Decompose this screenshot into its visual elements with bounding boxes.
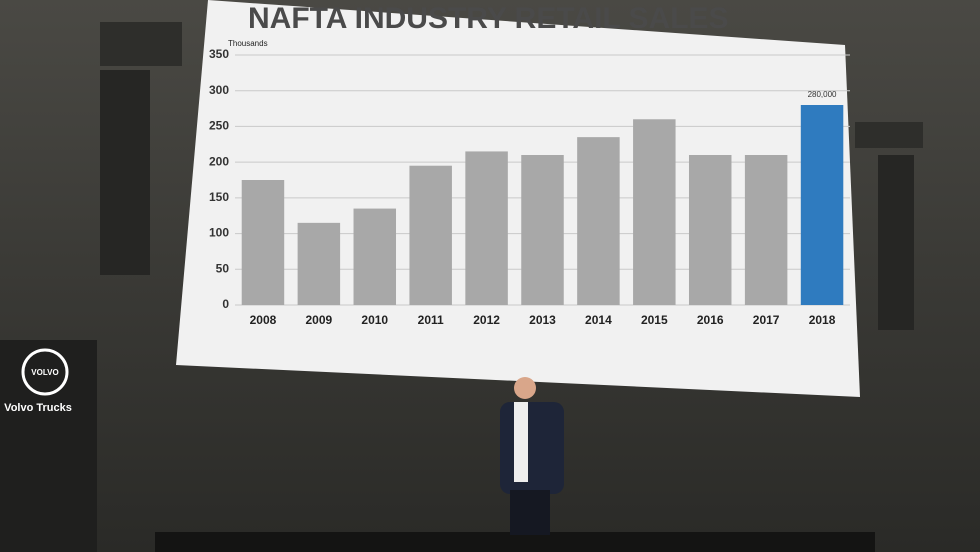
stage-edge — [155, 532, 875, 552]
presenter — [500, 377, 564, 535]
chart: NAFTA INDUSTRY RETAIL SALES Thousands 0 5… — [209, 2, 850, 327]
y-tick-label: 300 — [209, 83, 229, 97]
x-tick-label: 2008 — [250, 313, 277, 327]
bar — [800, 105, 844, 305]
bar — [633, 119, 676, 306]
x-tick-label: 2017 — [753, 313, 780, 327]
bar — [465, 151, 508, 305]
chart-title: NAFTA INDUSTRY RETAIL SALES — [248, 2, 729, 35]
y-axis-label: Thousands — [228, 39, 268, 48]
sign — [0, 340, 97, 552]
logo-text: VOLVO — [31, 368, 58, 377]
x-tick-label: 2009 — [306, 313, 333, 327]
bar — [577, 137, 620, 305]
x-tick-label: 2015 — [641, 313, 668, 327]
y-tick-label: 100 — [209, 226, 229, 240]
sign-label: Volvo Trucks — [4, 402, 72, 414]
vent — [100, 22, 182, 66]
bar — [688, 155, 732, 305]
bar — [353, 208, 397, 305]
y-tick-label: 350 — [209, 47, 229, 61]
y-tick-label: 150 — [209, 190, 229, 204]
y-tick-label: 200 — [209, 154, 229, 168]
speaker — [100, 70, 150, 275]
bar — [241, 180, 285, 305]
y-tick-label: 250 — [209, 119, 229, 133]
x-tick-label: 2013 — [529, 313, 556, 327]
bar — [744, 155, 788, 305]
speaker — [878, 155, 914, 330]
logo-ring — [21, 348, 69, 396]
vent — [855, 122, 923, 148]
y-tick-label: 50 — [216, 261, 230, 275]
x-tick-label: 2018 — [809, 313, 836, 327]
bar — [521, 155, 564, 305]
bar — [297, 222, 341, 305]
bar — [409, 165, 452, 305]
x-tick-label: 2016 — [697, 313, 724, 327]
value-label: 280,000 — [808, 90, 837, 99]
x-tick-label: 2014 — [585, 313, 612, 327]
x-tick-label: 2012 — [473, 313, 500, 327]
x-tick-label: 2010 — [361, 313, 388, 327]
y-tick-label: 0 — [222, 297, 229, 311]
x-tick-label: 2011 — [418, 313, 444, 327]
